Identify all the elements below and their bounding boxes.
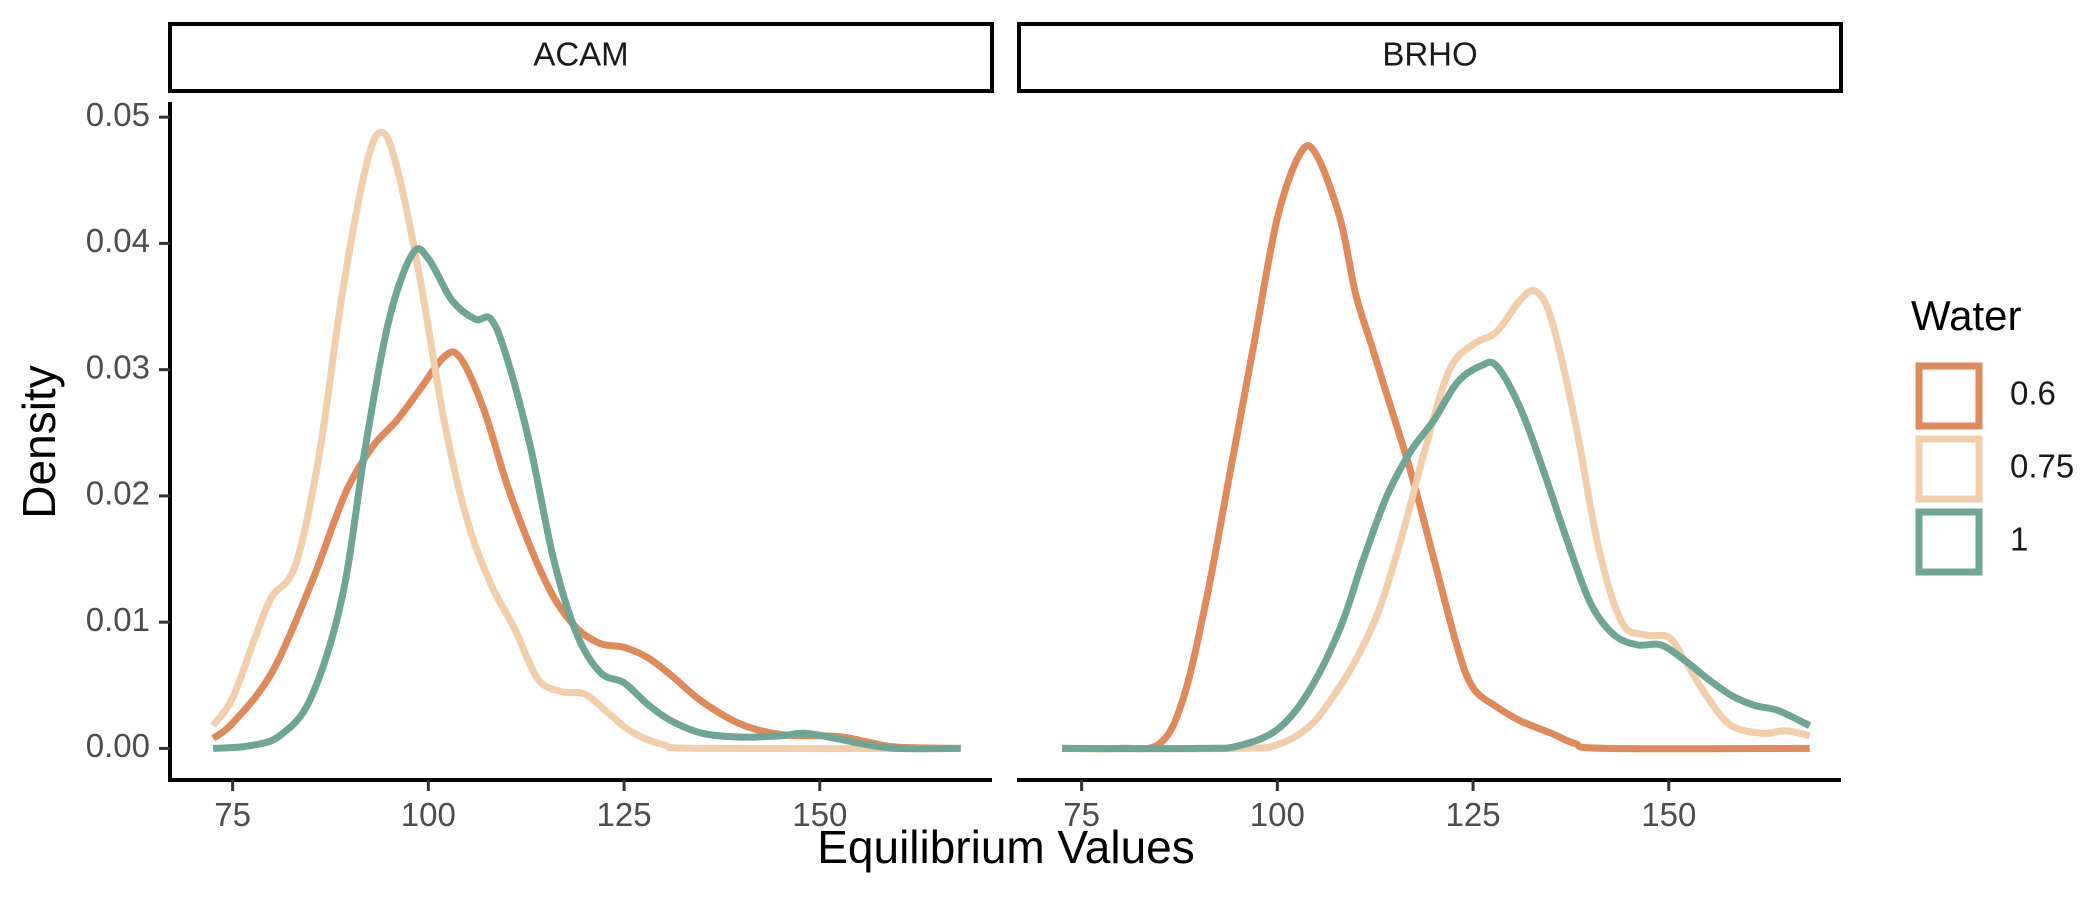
legend-key bbox=[1915, 508, 1983, 576]
x-tick-label: 150 bbox=[792, 796, 847, 833]
legend-title: Water bbox=[1911, 292, 2021, 339]
panel-brho: BRHO 75 100 125 150 bbox=[1017, 22, 1843, 833]
x-ticks: 75 100 125 150 bbox=[214, 780, 847, 833]
density-line-water-0.6 bbox=[1062, 142, 1810, 753]
legend-items: 0.6 0.75 1 bbox=[1915, 362, 2074, 576]
strip-box bbox=[1017, 22, 1843, 93]
x-tick-label: 75 bbox=[1063, 796, 1100, 833]
y-tick-label: 0.00 bbox=[86, 727, 150, 764]
x-tick-label: 125 bbox=[1446, 796, 1501, 833]
x-axis-title: Equilibrium Values bbox=[817, 821, 1195, 873]
y-tick-label: 0.02 bbox=[86, 475, 150, 512]
density-line-water-0.75 bbox=[1062, 286, 1811, 753]
legend-key bbox=[1915, 362, 1983, 430]
legend-key bbox=[1915, 435, 1983, 503]
strip-label: BRHO bbox=[1382, 36, 1477, 73]
y-axis-title: Density bbox=[13, 365, 65, 518]
legend-label: 0.75 bbox=[2010, 448, 2074, 485]
y-tick-label: 0.04 bbox=[86, 222, 150, 259]
x-tick-label: 100 bbox=[401, 796, 456, 833]
density-line-water-1 bbox=[212, 245, 961, 753]
x-ticks: 75 100 125 150 bbox=[1063, 780, 1696, 833]
density-line-water-0.75 bbox=[210, 128, 961, 753]
y-tick-label: 0.01 bbox=[86, 601, 150, 638]
density-line-water-1 bbox=[1062, 358, 1812, 753]
y-tick-label: 0.03 bbox=[86, 348, 150, 385]
strip-box bbox=[168, 22, 994, 93]
x-tick-label: 150 bbox=[1641, 796, 1696, 833]
y-tick-label: 0.05 bbox=[86, 96, 150, 133]
legend: Water 0.6 0.75 1 bbox=[1911, 292, 2074, 576]
x-tick-label: 100 bbox=[1250, 796, 1305, 833]
panel-acam: ACAM 0.00 0.01 0.02 0.03 0.04 0.05 75 100 125 15… bbox=[86, 22, 994, 833]
x-tick-label: 125 bbox=[597, 796, 652, 833]
x-tick-label: 75 bbox=[214, 796, 251, 833]
series-group bbox=[210, 128, 961, 753]
y-ticks: 0.00 0.01 0.02 0.03 0.04 0.05 bbox=[86, 96, 170, 764]
strip-label: ACAM bbox=[533, 36, 628, 73]
series-group bbox=[1062, 142, 1812, 753]
legend-label: 0.6 bbox=[2010, 375, 2056, 412]
legend-label: 1 bbox=[2010, 521, 2028, 558]
